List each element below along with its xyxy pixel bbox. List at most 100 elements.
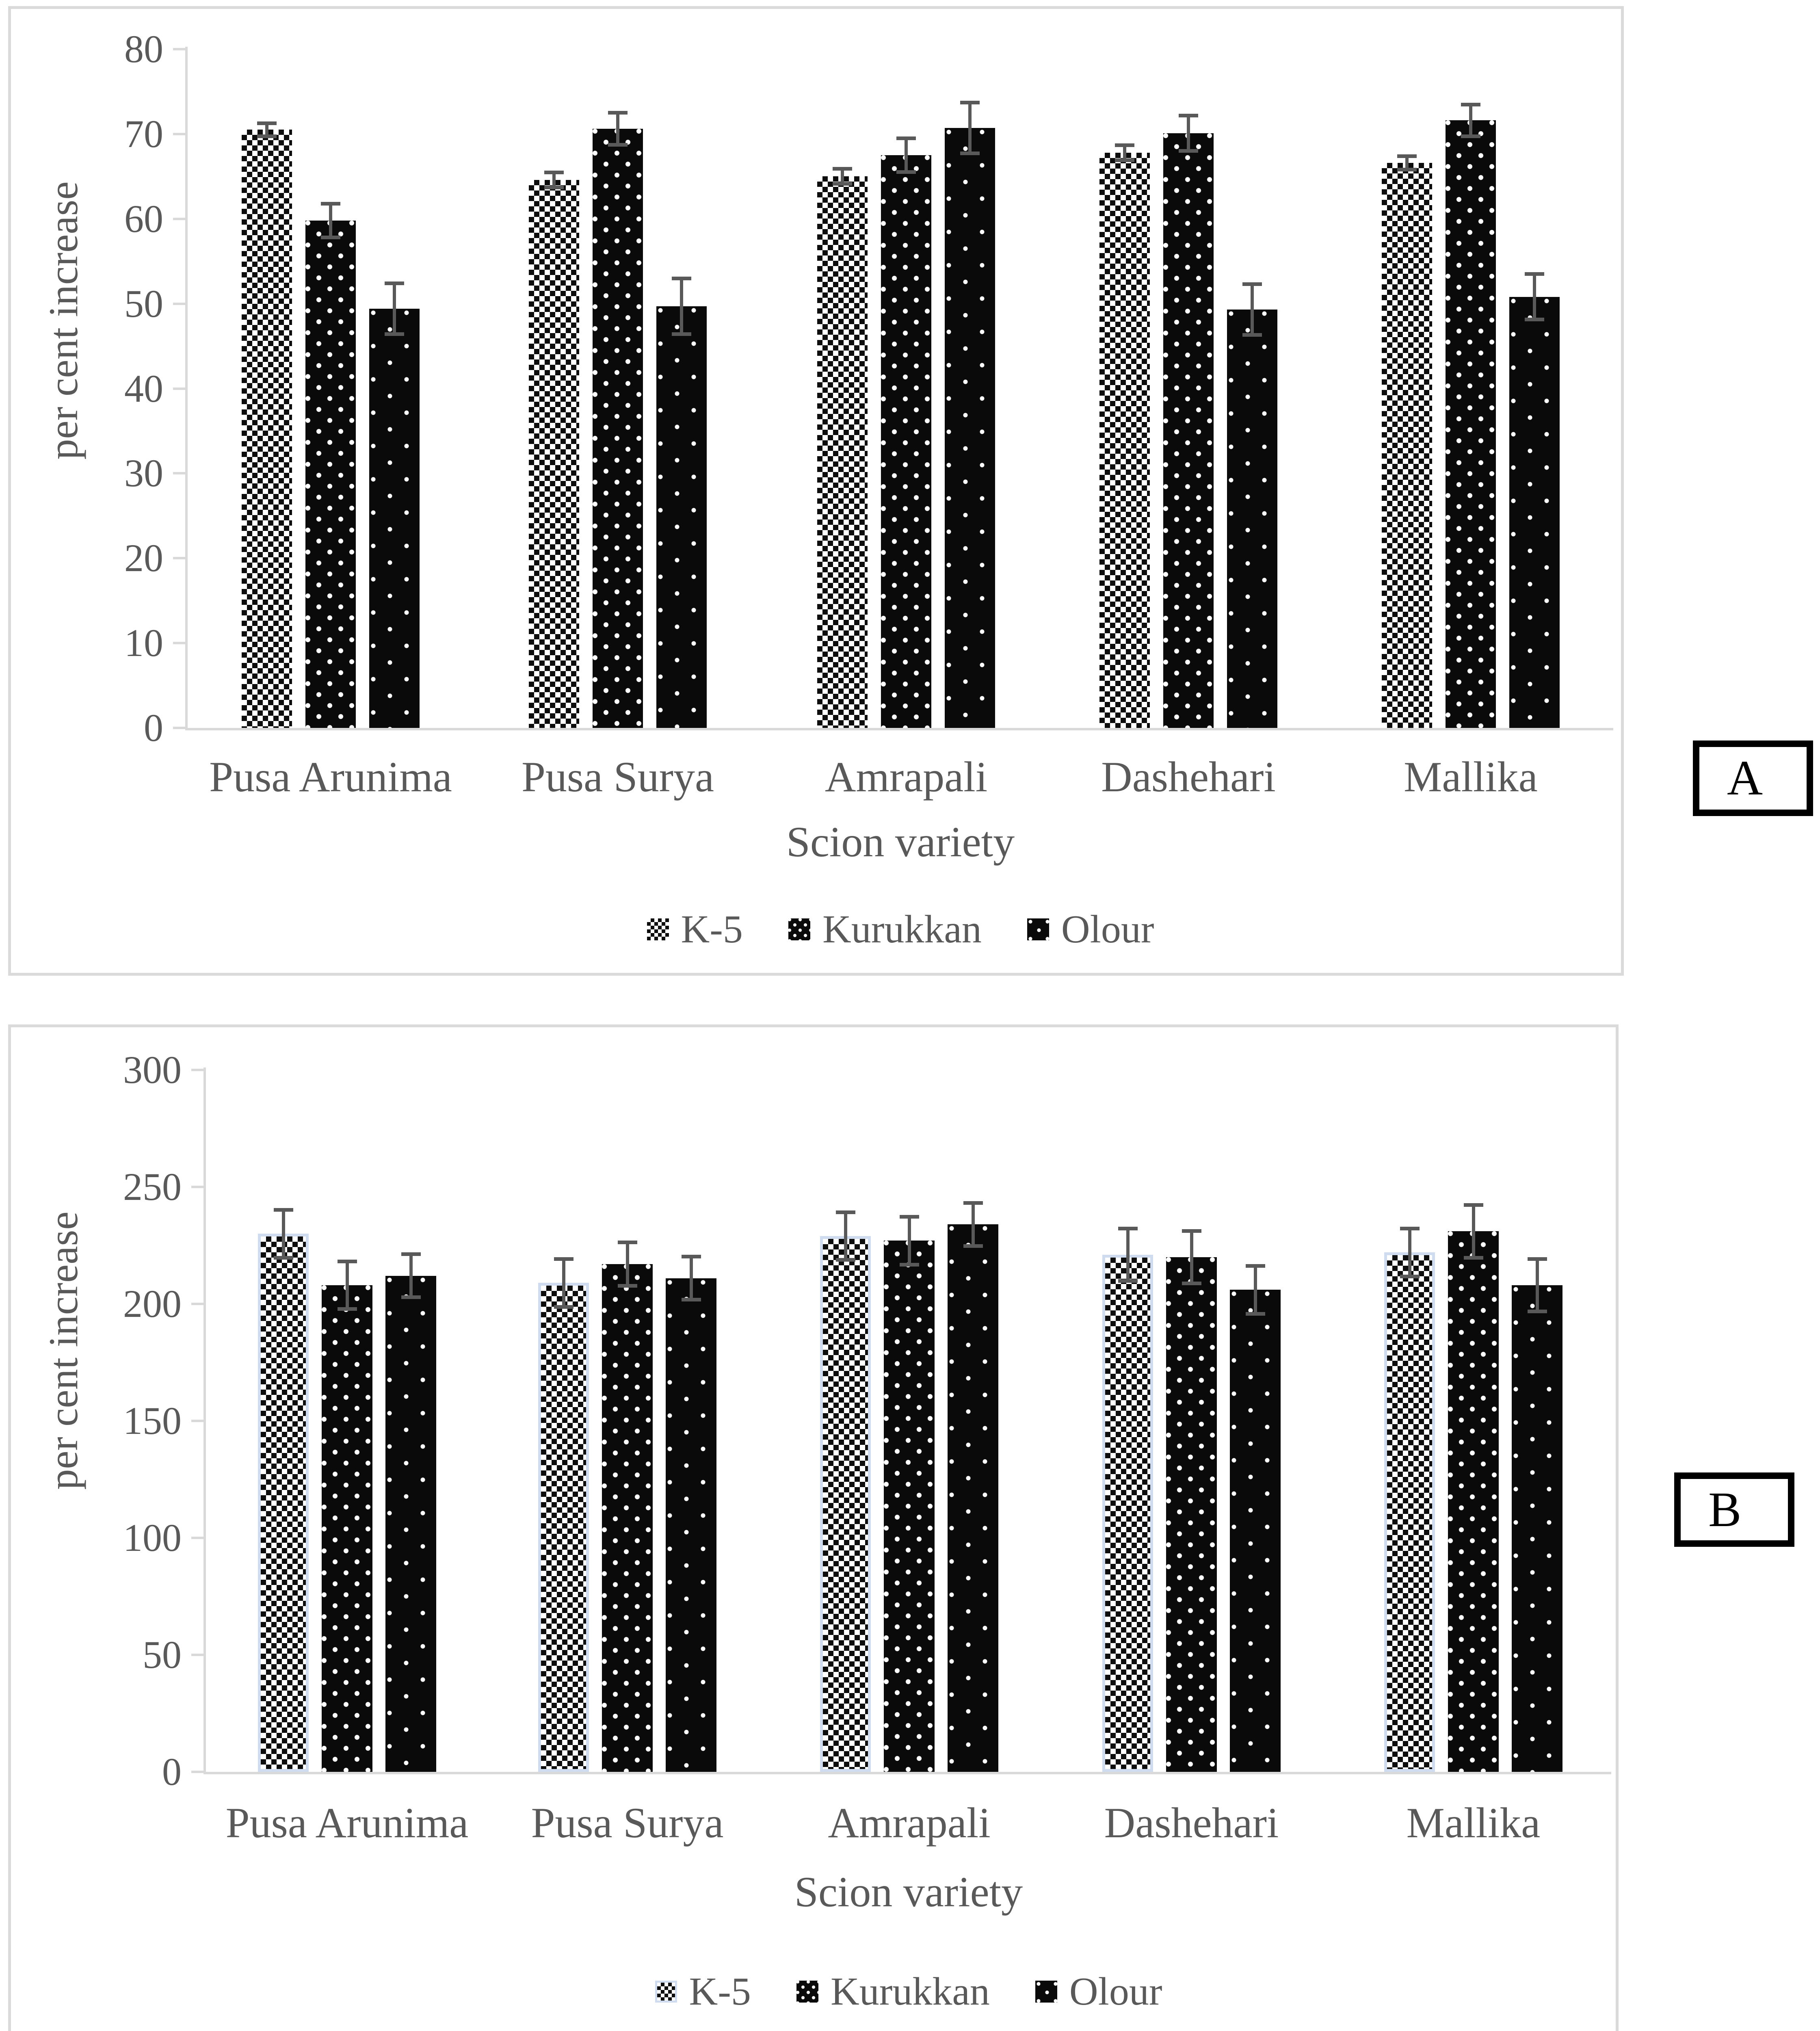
error-bar-k5-dashehari bbox=[1115, 143, 1134, 162]
y-tick-mark bbox=[173, 557, 185, 560]
error-bar-stem bbox=[281, 1208, 285, 1260]
panel-label-box-b: B bbox=[1674, 1472, 1794, 1547]
error-bar-bottom-cap bbox=[617, 1284, 637, 1288]
y-tick-mark bbox=[191, 1069, 203, 1071]
plot-area-a: 0 10 20 30 40 50 60 70 80 Pusa Arunima Pusa Surya A… bbox=[124, 27, 1613, 801]
legend-item-kurukkan: Kurukkan bbox=[788, 907, 982, 952]
category-label-amrapali: Amrapali bbox=[828, 1799, 991, 1847]
error-bar-bottom-cap bbox=[321, 235, 340, 239]
error-bar-bottom-cap bbox=[1179, 149, 1198, 153]
category-label-pusa-arunima: Pusa Arunima bbox=[225, 1799, 469, 1847]
y-tick-label: 0 bbox=[162, 1750, 182, 1793]
y-tick-label: 200 bbox=[123, 1282, 182, 1325]
error-bar-top-cap bbox=[1245, 1264, 1265, 1268]
error-bar-bottom-cap bbox=[337, 1307, 357, 1311]
bar-k5-amrapali bbox=[817, 176, 868, 728]
y-tick-mark bbox=[191, 1303, 203, 1305]
error-bar-top-cap bbox=[401, 1252, 421, 1256]
error-bar-stem bbox=[1190, 1229, 1193, 1285]
error-bar-stem bbox=[1535, 1257, 1539, 1314]
error-bar-top-cap bbox=[617, 1241, 637, 1245]
bar-olour-pusa-surya bbox=[656, 306, 707, 728]
error-bar-stem bbox=[841, 167, 844, 186]
bar-olour-mallika bbox=[1512, 1285, 1562, 1772]
error-bar-top-cap bbox=[1182, 1229, 1201, 1233]
error-bar-kurukkan-dashehari bbox=[1179, 113, 1198, 153]
legend-item-k5: K-5 bbox=[647, 907, 743, 952]
legend-label: K-5 bbox=[689, 1970, 751, 2014]
error-bar-stem bbox=[409, 1252, 413, 1299]
error-bar-olour-dashehari bbox=[1245, 1264, 1265, 1316]
error-bar-stem bbox=[329, 201, 332, 239]
y-tick-mark bbox=[191, 1537, 203, 1539]
y-tick-label: 0 bbox=[144, 706, 163, 749]
error-bar-bottom-cap bbox=[385, 332, 404, 336]
bar-k5-mallika bbox=[1384, 1252, 1435, 1772]
error-bar-top-cap bbox=[1461, 102, 1480, 106]
bar-k5-pusa-surya bbox=[529, 180, 579, 728]
error-bar-stem bbox=[265, 121, 268, 139]
error-bar-stem bbox=[1123, 143, 1126, 162]
error-bar-bottom-cap bbox=[1397, 167, 1417, 171]
error-bar-stem bbox=[1251, 282, 1254, 337]
y-tick-label: 80 bbox=[124, 27, 163, 71]
chart-panel-b: per cent increase 0 50 100 150 200 250 300 Pusa… bbox=[8, 1024, 1619, 2031]
legend-a: K-5 Kurukkan Olour bbox=[188, 907, 1613, 952]
bar-kurukkan-dashehari bbox=[1163, 133, 1214, 728]
y-tick-label: 100 bbox=[123, 1516, 182, 1559]
legend-label: Olour bbox=[1061, 907, 1154, 951]
error-bar-k5-dashehari bbox=[1118, 1226, 1138, 1283]
error-bar-olour-amrapali bbox=[963, 1201, 983, 1248]
error-bar-top-cap bbox=[321, 201, 340, 206]
error-bar-stem bbox=[625, 1241, 629, 1288]
error-bar-bottom-cap bbox=[681, 1298, 701, 1302]
error-bar-bottom-cap bbox=[833, 182, 852, 186]
error-bar-kurukkan-mallika bbox=[1463, 1203, 1483, 1260]
error-bar-top-cap bbox=[544, 170, 564, 174]
error-bar-top-cap bbox=[385, 281, 404, 286]
error-bar-stem bbox=[552, 170, 556, 189]
error-bar-bottom-cap bbox=[608, 143, 628, 147]
error-bar-stem bbox=[1253, 1264, 1257, 1316]
error-bar-bottom-cap bbox=[1245, 1312, 1265, 1316]
legend-item-kurukkan: Kurukkan bbox=[796, 1969, 990, 2014]
error-bar-bottom-cap bbox=[1527, 1310, 1547, 1314]
bar-olour-amrapali bbox=[945, 128, 995, 728]
bar-olour-pusa-surya bbox=[666, 1278, 716, 1772]
error-bar-kurukkan-dashehari bbox=[1182, 1229, 1201, 1285]
error-bar-top-cap bbox=[681, 1255, 701, 1259]
x-axis-line bbox=[203, 1772, 1611, 1774]
error-bar-kurukkan-pusa-arunima bbox=[321, 201, 340, 239]
y-tick-label: 30 bbox=[124, 451, 163, 495]
error-bar-stem bbox=[616, 111, 619, 147]
error-bar-olour-dashehari bbox=[1242, 282, 1262, 337]
error-bar-bottom-cap bbox=[960, 152, 980, 156]
y-tick-label: 70 bbox=[124, 112, 163, 156]
error-bar-bottom-cap bbox=[963, 1244, 983, 1248]
category-label-mallika: Mallika bbox=[1404, 753, 1538, 801]
bar-k5-mallika bbox=[1382, 162, 1432, 728]
y-tick-label: 10 bbox=[124, 621, 163, 665]
error-bar-stem bbox=[1533, 272, 1536, 322]
error-bar-top-cap bbox=[1118, 1226, 1138, 1230]
panel-label-b: B bbox=[1708, 1482, 1742, 1537]
error-bar-top-cap bbox=[835, 1210, 855, 1214]
category-label-dashehari: Dashehari bbox=[1101, 753, 1276, 801]
error-bar-top-cap bbox=[1115, 143, 1134, 147]
y-tick-label: 250 bbox=[123, 1165, 182, 1208]
error-bar-bottom-cap bbox=[896, 170, 916, 174]
error-bar-bottom-cap bbox=[1525, 318, 1544, 322]
category-label-amrapali: Amrapali bbox=[825, 753, 988, 801]
category-label-pusa-surya: Pusa Surya bbox=[531, 1799, 724, 1847]
error-bar-stem bbox=[1469, 102, 1472, 139]
plot-area-b: 0 50 100 150 200 250 300 Pusa Arunima Pusa Surya… bbox=[123, 1048, 1611, 1847]
error-bar-kurukkan-mallika bbox=[1461, 102, 1480, 139]
y-tick-mark bbox=[173, 48, 185, 50]
error-bar-top-cap bbox=[1242, 282, 1262, 286]
bar-kurukkan-mallika bbox=[1446, 120, 1496, 728]
legend-label: Kurukkan bbox=[822, 907, 982, 951]
kurukkan-swatch-icon bbox=[788, 918, 810, 940]
error-bar-bottom-cap bbox=[1115, 158, 1134, 162]
panel-label-box-a: A bbox=[1693, 741, 1813, 816]
bar-olour-pusa-arunima bbox=[369, 309, 420, 728]
